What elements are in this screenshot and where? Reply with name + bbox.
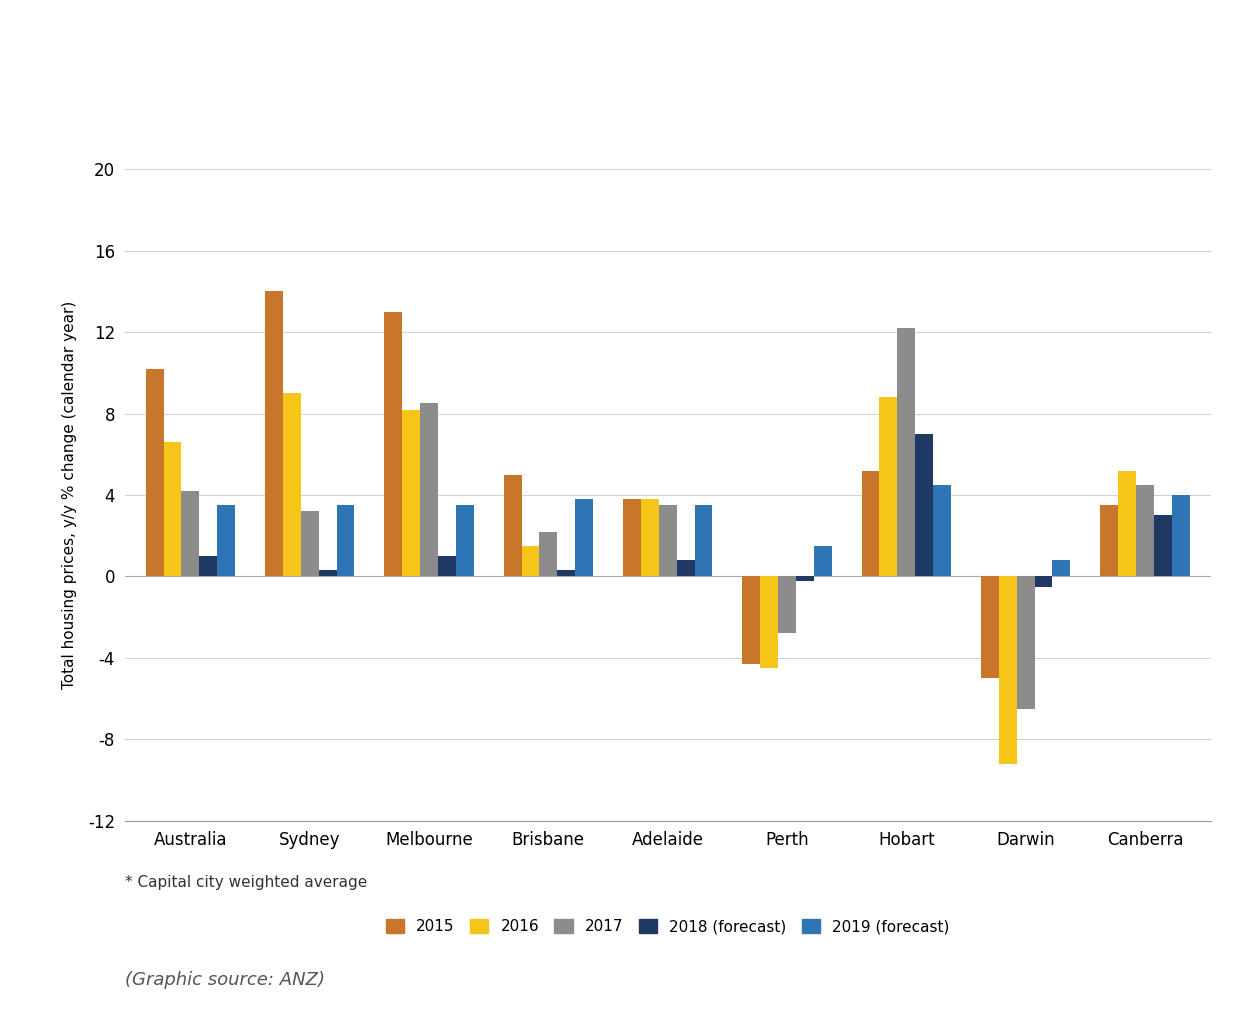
Bar (301, 511, 318, 577)
Bar (623, 499, 640, 577)
Bar (146, 368, 163, 577)
Bar (695, 505, 713, 577)
Bar (539, 531, 558, 577)
Bar (384, 312, 402, 577)
Bar (402, 409, 421, 577)
Bar (897, 328, 915, 577)
Bar (1017, 577, 1035, 709)
Bar (796, 577, 814, 581)
Bar (318, 570, 337, 577)
Bar (778, 577, 796, 633)
Bar (760, 577, 778, 668)
Bar (1101, 505, 1118, 577)
Bar (421, 403, 438, 577)
Bar (558, 570, 575, 577)
Bar (880, 397, 897, 577)
Bar (934, 485, 951, 577)
Bar (915, 434, 934, 577)
Bar (575, 499, 593, 577)
Bar (1052, 560, 1071, 577)
Text: Housing price forecasts by state: Housing price forecasts by state (344, 80, 904, 109)
Bar (522, 546, 539, 577)
Bar (998, 577, 1017, 763)
Bar (163, 442, 181, 577)
Bar (181, 491, 200, 577)
Bar (217, 505, 235, 577)
Y-axis label: Total housing prices, y/y % change (calendar year): Total housing prices, y/y % change (cale… (62, 301, 77, 689)
Bar (1172, 496, 1189, 577)
Text: (Graphic source: ANZ): (Graphic source: ANZ) (125, 971, 324, 989)
Bar (504, 475, 522, 577)
Bar (1136, 485, 1154, 577)
Bar (1118, 471, 1136, 577)
Bar (1035, 577, 1052, 587)
Bar (283, 393, 301, 577)
Bar (265, 291, 283, 577)
Legend: 2015, 2016, 2017, 2018 (forecast), 2019 (forecast): 2015, 2016, 2017, 2018 (forecast), 2019 … (379, 913, 956, 941)
Bar (676, 560, 695, 577)
Bar (743, 577, 760, 664)
Bar (438, 556, 456, 577)
Bar (640, 499, 659, 577)
Bar (337, 505, 354, 577)
Text: * Capital city weighted average: * Capital city weighted average (125, 875, 367, 891)
Bar (659, 505, 676, 577)
Bar (1154, 515, 1172, 577)
Bar (981, 577, 998, 678)
Bar (814, 546, 831, 577)
Bar (200, 556, 217, 577)
Bar (456, 505, 474, 577)
Bar (861, 471, 880, 577)
